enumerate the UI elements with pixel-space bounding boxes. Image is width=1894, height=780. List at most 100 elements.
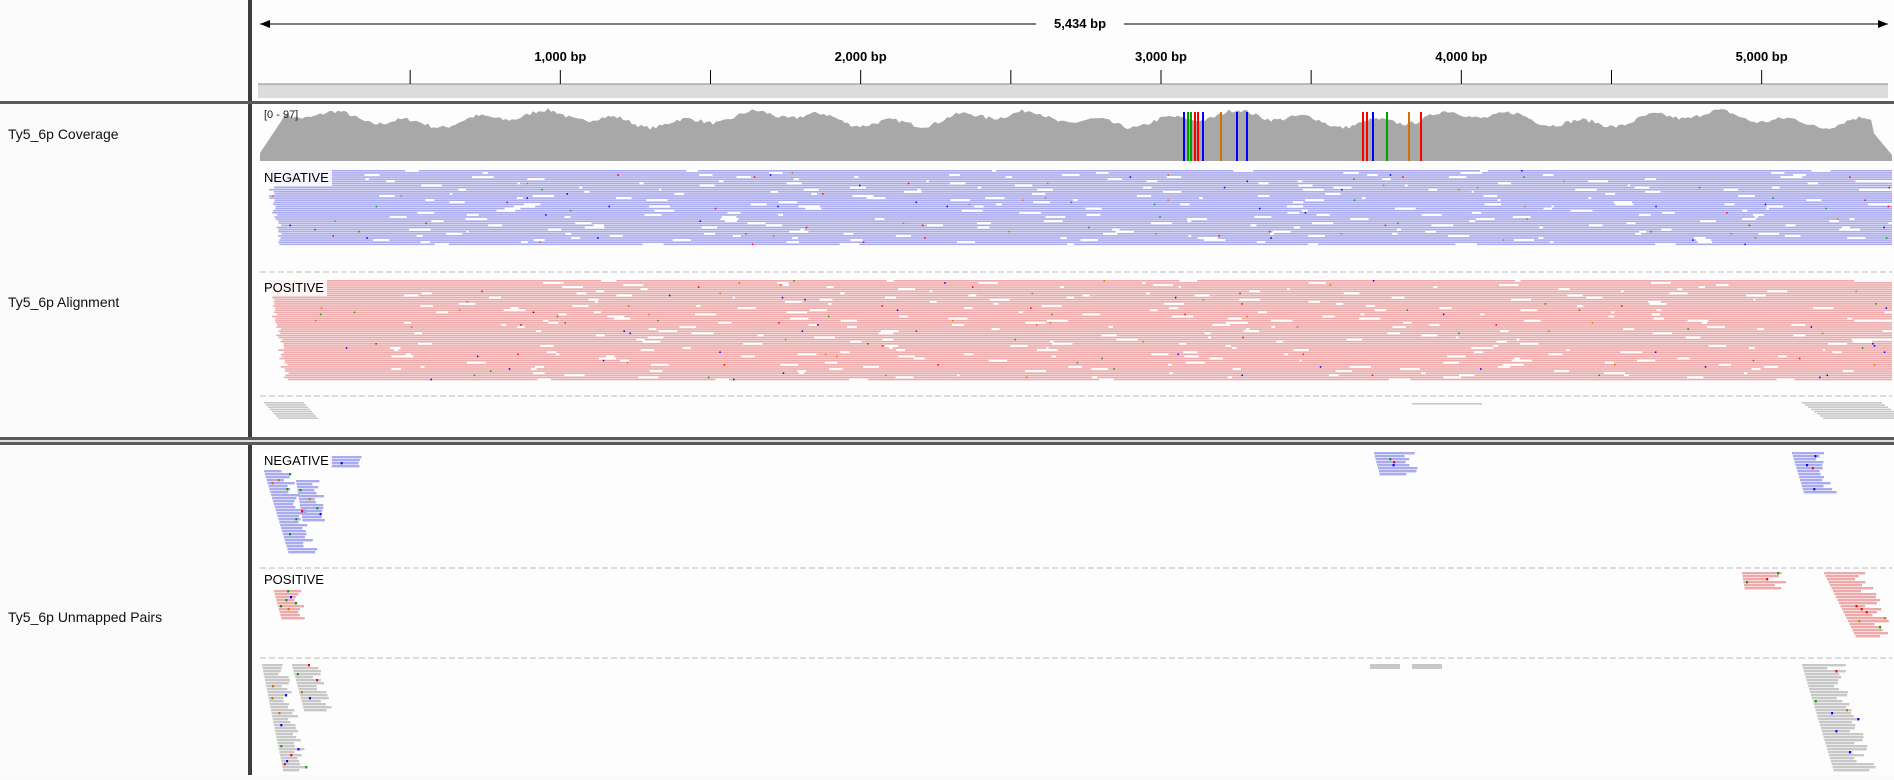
read — [1553, 205, 1767, 208]
read — [766, 203, 996, 206]
ruler-tick-label: 2,000 bp — [835, 49, 887, 64]
read — [990, 222, 1151, 225]
read — [765, 222, 977, 225]
data-panel[interactable]: 1,000 bp 2,000 bp 3,000 bp 4,000 bp 5,000 bp… — [162, 0, 1894, 775]
read-mismatch — [1030, 307, 1032, 309]
read — [1425, 372, 1604, 374]
unmapped-read — [299, 501, 316, 504]
read — [789, 284, 1154, 286]
read — [584, 374, 958, 377]
read — [1849, 226, 1892, 229]
read — [266, 172, 483, 174]
read — [1101, 207, 1395, 210]
read — [831, 303, 994, 305]
read — [821, 207, 1086, 210]
read — [865, 186, 978, 189]
read — [734, 296, 885, 299]
read — [1333, 222, 1627, 225]
read-mismatch — [617, 174, 619, 176]
read — [279, 243, 435, 246]
ruler[interactable]: 1,000 bp 2,000 bp 3,000 bp 4,000 bp 5,000 bp — [258, 20, 1888, 98]
read — [656, 328, 992, 330]
coverage-track[interactable] — [162, 104, 1892, 164]
read — [1497, 195, 1739, 197]
read — [1820, 415, 1894, 417]
read — [1802, 176, 1892, 178]
unmapped-read — [1742, 572, 1782, 575]
unmapped-read — [262, 664, 283, 667]
read-mismatch — [1458, 332, 1460, 335]
read — [1808, 406, 1888, 408]
unmapped-read — [283, 769, 300, 772]
read-mismatch — [1578, 309, 1581, 311]
unmapped-read — [277, 739, 301, 742]
alignment-track[interactable] — [260, 170, 1894, 419]
read — [1708, 319, 1855, 322]
read-mismatch — [1848, 751, 1851, 754]
read — [1779, 233, 1892, 235]
read — [643, 284, 783, 286]
read — [1100, 313, 1361, 316]
read-mismatch — [1174, 296, 1177, 299]
read — [698, 170, 992, 172]
read — [959, 174, 1062, 176]
read — [1012, 176, 1167, 178]
unmapped-track[interactable] — [260, 452, 1892, 772]
read — [1168, 353, 1284, 356]
read — [1787, 290, 1892, 293]
unmapped-read — [265, 682, 289, 685]
unmapped-read — [1412, 664, 1442, 669]
unmapped-read — [330, 456, 362, 459]
read-mismatch — [1798, 357, 1801, 360]
read — [1519, 338, 1852, 341]
read — [898, 345, 1011, 347]
read — [287, 364, 652, 366]
read — [1543, 237, 1694, 239]
unmapped-track-name[interactable]: Ty5_6p Unmapped Pairs — [8, 609, 163, 625]
read — [278, 235, 417, 237]
read — [1532, 359, 1637, 362]
read — [272, 305, 421, 307]
read — [853, 233, 1103, 235]
read — [389, 239, 534, 241]
read — [1726, 345, 1892, 347]
read-mismatch — [316, 507, 319, 510]
read-mismatch — [782, 372, 785, 374]
coverage-track-name[interactable]: Ty5_6p Coverage — [8, 126, 119, 142]
read — [1323, 188, 1429, 191]
read-mismatch — [745, 233, 747, 235]
read — [663, 336, 815, 339]
read — [1530, 216, 1755, 218]
read — [696, 326, 847, 328]
read — [970, 199, 1074, 201]
read — [394, 195, 533, 197]
read — [485, 361, 825, 364]
read — [285, 370, 650, 372]
read — [778, 191, 904, 193]
read-mismatch — [1296, 326, 1299, 328]
read — [559, 353, 798, 356]
read-mismatch — [353, 311, 356, 314]
track-canvas[interactable]: 1,000 bp 2,000 bp 3,000 bp 4,000 bp 5,000 bp — [162, 0, 1894, 775]
unmapped-read — [297, 685, 317, 688]
unmapped-read — [1816, 712, 1852, 715]
read — [1191, 220, 1470, 222]
panel-divider[interactable] — [248, 0, 252, 775]
read — [1415, 207, 1544, 210]
read — [1510, 366, 1764, 368]
unmapped-read — [304, 709, 327, 712]
read-mismatch — [301, 510, 304, 513]
unmapped-read — [299, 691, 327, 694]
read — [1370, 366, 1498, 368]
read-mismatch — [375, 205, 378, 208]
read — [452, 193, 675, 195]
read — [1007, 359, 1300, 362]
alignment-track-name[interactable]: Ty5_6p Alignment — [8, 294, 120, 310]
read — [271, 315, 608, 318]
read — [270, 408, 310, 411]
unmapped-read — [1808, 685, 1835, 688]
read — [690, 239, 851, 241]
read-mismatch — [290, 596, 292, 599]
unmapped-read — [1825, 742, 1855, 745]
read — [448, 243, 643, 246]
